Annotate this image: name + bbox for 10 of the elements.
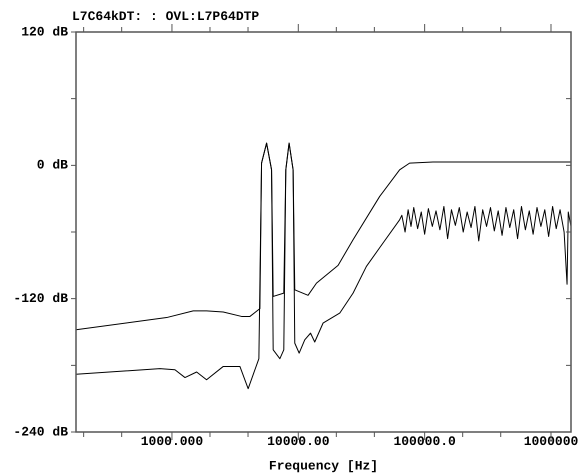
y-tick-label: 120 dB — [21, 24, 68, 40]
x-tick-label: 100000.0 — [393, 434, 456, 450]
chart-title: L7C64kDT: : OVL:L7P64DTP — [72, 9, 260, 24]
y-tick-label: -240 dB — [13, 424, 68, 440]
y-tick-label: -120 dB — [13, 290, 68, 306]
x-tick-label: 10000.00 — [267, 434, 330, 450]
x-tick-label: 1000000 — [524, 434, 578, 450]
x-axis-title: Frequency [Hz] — [268, 458, 378, 474]
y-tick-label: 0 dB — [36, 158, 68, 173]
x-tick-label: 1000.000 — [140, 434, 204, 450]
